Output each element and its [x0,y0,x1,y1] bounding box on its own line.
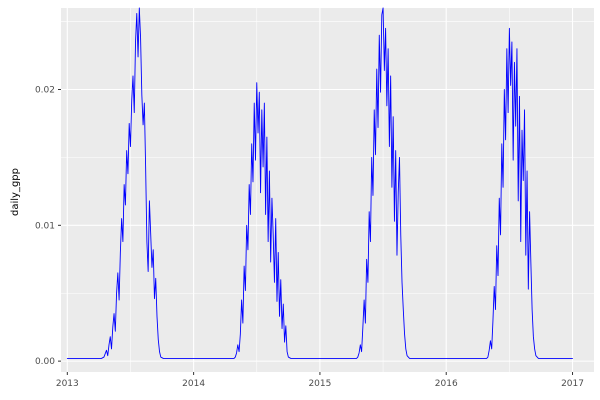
y-tick-label: 0.00 [35,357,55,367]
y-tick-label: 0.01 [35,221,55,231]
y-axis-title: daily_gpp [10,168,21,216]
x-tick-label: 2017 [561,379,584,389]
x-tick-label: 2015 [308,379,331,389]
y-tick-label: 0.02 [35,85,55,95]
x-tick-label: 2016 [435,379,458,389]
plot-panel [61,8,594,372]
data-line-daily-gpp [66,7,573,359]
x-tick-label: 2014 [182,379,205,389]
x-tick-label: 2013 [56,379,79,389]
